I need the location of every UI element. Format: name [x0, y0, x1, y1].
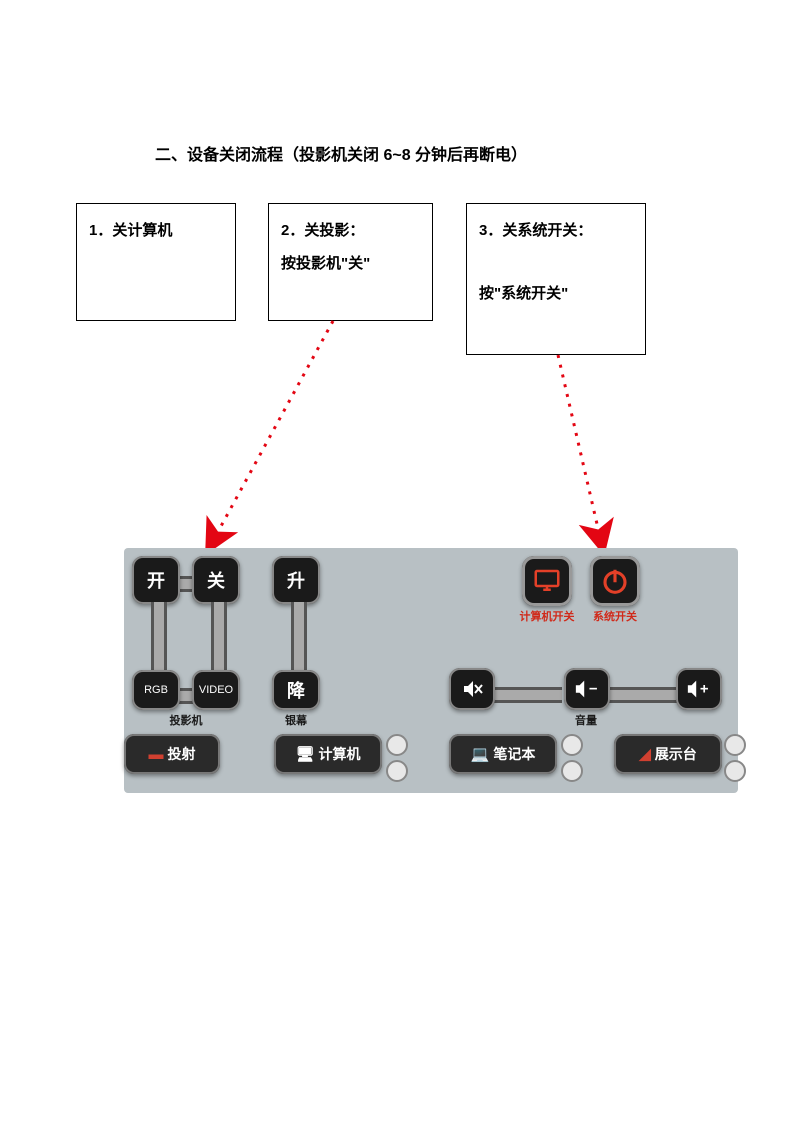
- mute-icon: [460, 677, 484, 701]
- step-3-line1: 3．关系统开关：: [479, 214, 633, 247]
- monitor-icon: [532, 566, 562, 596]
- step-2-line2: 按投影机"关": [281, 247, 420, 280]
- projector-group-label: 投影机: [154, 712, 218, 728]
- power-icon: [600, 566, 630, 596]
- source-doccam-label: 展示台: [655, 744, 697, 764]
- led-indicator: [386, 734, 408, 756]
- source-computer-label: 计算机: [319, 744, 361, 764]
- led-indicator: [561, 734, 583, 756]
- screen-group-label: 银幕: [274, 712, 318, 728]
- computer-led-pair: [386, 734, 406, 786]
- computer-switch-label: 计算机开关: [512, 608, 582, 624]
- projector-on-button[interactable]: 开: [132, 556, 180, 604]
- computer-icon: 🖥: [295, 745, 314, 763]
- computer-switch-button[interactable]: [522, 556, 572, 606]
- control-panel-photo: 开 关 RGB VIDEO 投影机 升 降 银幕 计算机开关 系统开关: [124, 548, 738, 793]
- source-laptop-label: 笔记本: [493, 744, 535, 764]
- step-3-box: 3．关系统开关： 按"系统开关": [466, 203, 646, 355]
- screen-up-button[interactable]: 升: [272, 556, 320, 604]
- section-title: 二、设备关闭流程（投影机关闭 6~8 分钟后再断电）: [155, 141, 527, 165]
- volume-group-label: 音量: [554, 712, 618, 728]
- projector-off-button[interactable]: 关: [192, 556, 240, 604]
- screen-down-button[interactable]: 降: [272, 670, 320, 710]
- mute-button[interactable]: [449, 668, 495, 710]
- step-1-box: 1．关计算机: [76, 203, 236, 321]
- doccam-icon: ◢: [639, 745, 651, 763]
- led-indicator: [724, 734, 746, 756]
- system-switch-button[interactable]: [590, 556, 640, 606]
- source-project-button[interactable]: ▬ 投射: [124, 734, 220, 774]
- volume-down-button[interactable]: −: [564, 668, 610, 710]
- source-computer-button[interactable]: 🖥 计算机: [274, 734, 382, 774]
- doccam-led-pair: [724, 734, 744, 786]
- volume-up-button[interactable]: +: [676, 668, 722, 710]
- led-indicator: [386, 760, 408, 782]
- step-2-box: 2．关投影： 按投影机"关": [268, 203, 433, 321]
- volume-down-icon: −: [574, 678, 600, 700]
- step-3-line2: 按"系统开关": [479, 277, 633, 310]
- svg-text:+: +: [700, 682, 709, 698]
- source-doccam-button[interactable]: ◢ 展示台: [614, 734, 722, 774]
- volume-up-icon: +: [686, 678, 712, 700]
- led-indicator: [724, 760, 746, 782]
- system-switch-label: 系统开关: [580, 608, 650, 624]
- source-laptop-button[interactable]: 💻 笔记本: [449, 734, 557, 774]
- laptop-led-pair: [561, 734, 581, 786]
- svg-text:−: −: [589, 682, 598, 698]
- projector-icon: ▬: [149, 746, 164, 763]
- source-project-label: 投射: [168, 744, 196, 764]
- step-2-line1: 2．关投影：: [281, 214, 420, 247]
- led-indicator: [561, 760, 583, 782]
- laptop-icon: 💻: [471, 745, 490, 763]
- projector-rgb-button[interactable]: RGB: [132, 670, 180, 710]
- step-1-text: 1．关计算机: [89, 214, 223, 247]
- projector-video-button[interactable]: VIDEO: [192, 670, 240, 710]
